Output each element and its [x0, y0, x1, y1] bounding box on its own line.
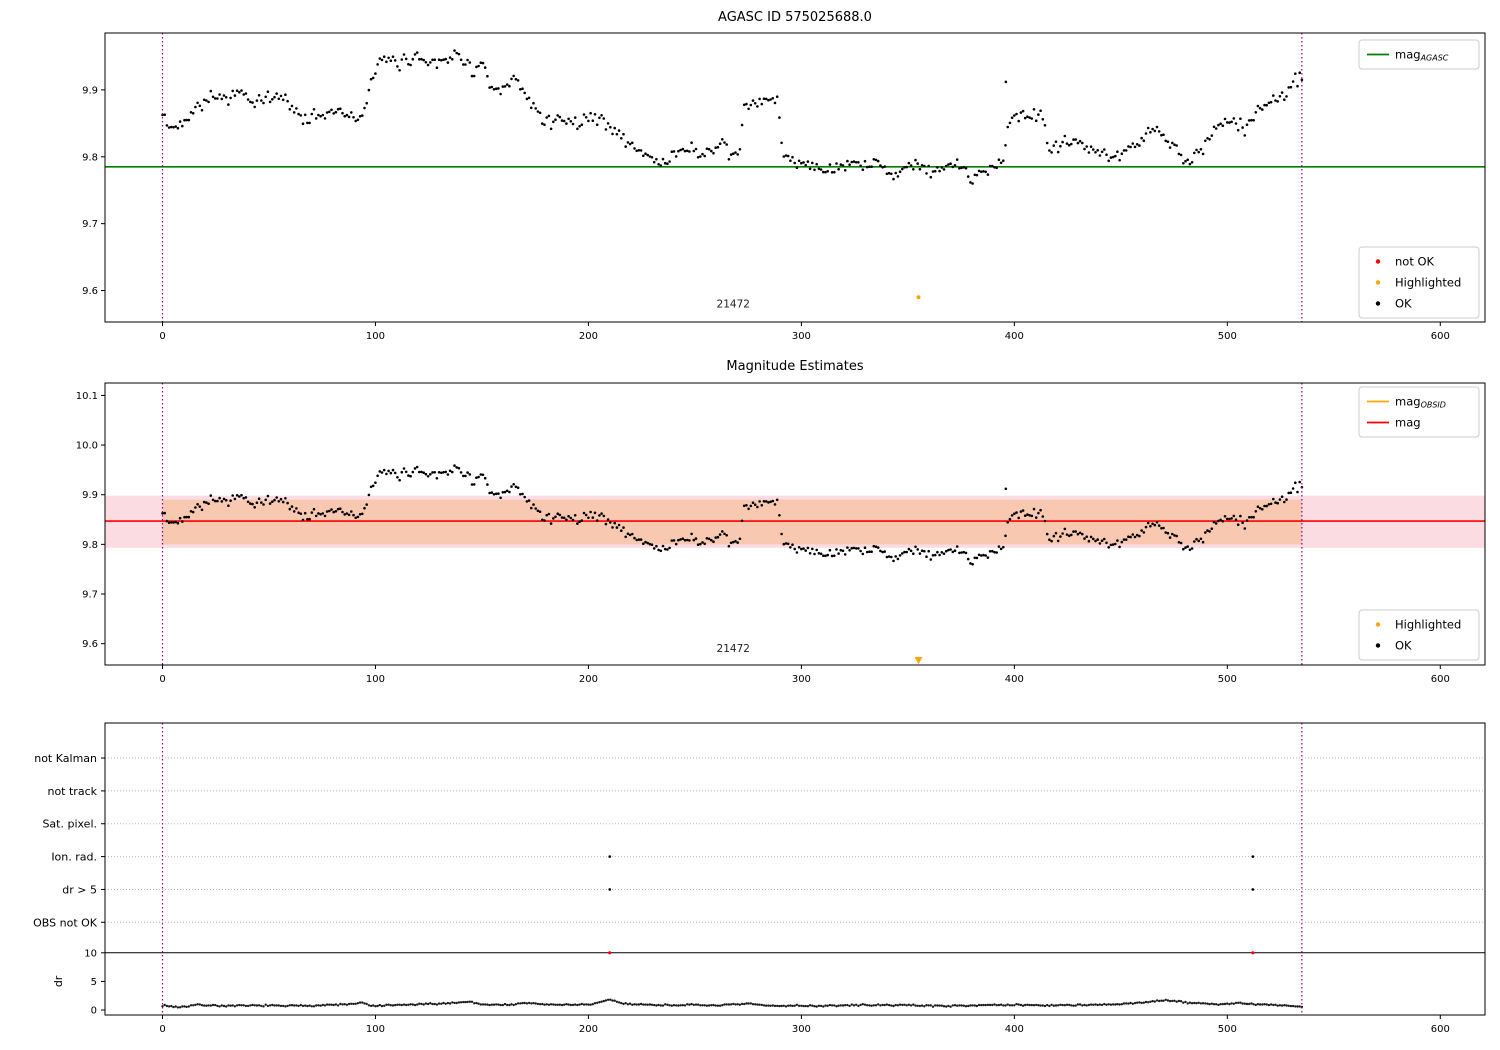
x-tick-label: 400 — [1005, 331, 1024, 342]
axes-frame — [104, 32, 1486, 323]
not-ok-point — [1251, 951, 1255, 955]
mag-uncertainty-band-inner — [162, 499, 1302, 545]
x-tick-label: 600 — [1431, 331, 1450, 342]
obsid-annotation: 21472 — [717, 298, 750, 310]
x-tick-label: 500 — [1218, 331, 1237, 342]
legend-points-box — [1358, 246, 1480, 319]
y-tick-label: 10.0 — [76, 441, 98, 452]
x-tick-label: 100 — [366, 674, 385, 685]
not-ok-point — [608, 951, 612, 955]
magnitude-plot-1: 21472 0 100 200 300 400 500 600 9.6 9.7 9.8 9.9 10.0… — [76, 382, 1486, 685]
legend-label: Highlighted — [1395, 276, 1461, 290]
x-tick-label: 300 — [792, 674, 811, 685]
x-tick-label: 400 — [1005, 1024, 1024, 1035]
legend-marker-dot — [1375, 280, 1381, 285]
ok-outlier-point — [1004, 487, 1008, 491]
dr-tick-label: 10 — [84, 948, 97, 959]
legend-label: OK — [1395, 297, 1412, 311]
highlighted-point — [914, 657, 923, 665]
ok-scatter-points — [161, 49, 1304, 185]
x-tick-label: 500 — [1218, 674, 1237, 685]
x-tick-label: 600 — [1431, 674, 1450, 685]
legend-label: not OK — [1395, 255, 1435, 269]
x-tick-label: 100 — [366, 1024, 385, 1035]
flag-category-label: Ion. rad. — [51, 851, 97, 864]
x-tick-label: 200 — [579, 1024, 598, 1035]
dr-tick-label: 5 — [91, 977, 97, 988]
ok-outlier-point — [1004, 80, 1008, 84]
x-tick-label: 200 — [579, 331, 598, 342]
legend-label: OK — [1395, 639, 1412, 653]
highlighted-point — [916, 295, 921, 300]
dr-tick-label: 0 — [91, 1006, 97, 1017]
flag-category-label: Sat. pixel. — [42, 818, 97, 831]
x-tick-label: 600 — [1431, 1024, 1450, 1035]
obsid-annotation: 21472 — [717, 643, 750, 655]
x-tick-label: 0 — [159, 1024, 165, 1035]
ok-scatter-points — [161, 464, 1304, 566]
plot-title-mag-estimates: Magnitude Estimates — [726, 359, 864, 374]
y-tick-label: 9.6 — [82, 286, 98, 297]
legend-marker-dot — [1375, 622, 1381, 627]
magnitude-plot-0: 21472 0 100 200 300 400 500 600 9.6 9.7 9.8 9.9 magA… — [82, 32, 1486, 342]
y-tick-label: 9.7 — [82, 219, 98, 230]
flag-category-label: not track — [47, 785, 97, 798]
x-tick-label: 400 — [1005, 674, 1024, 685]
legend-lines-box — [1358, 39, 1480, 70]
dr-scatter-points — [161, 998, 1304, 1009]
legend-points-box — [1358, 609, 1480, 661]
x-tick-label: 200 — [579, 674, 598, 685]
x-tick-label: 300 — [792, 1024, 811, 1035]
y-tick-label: 9.9 — [82, 490, 98, 501]
x-tick-label: 0 — [159, 674, 165, 685]
legend-lines-box — [1358, 386, 1480, 438]
flag-category-label: dr > 5 — [62, 883, 97, 896]
flag-point — [1251, 855, 1255, 858]
x-tick-label: 100 — [366, 331, 385, 342]
y-tick-label: 9.9 — [82, 85, 98, 96]
flag-point — [608, 888, 612, 891]
y-tick-label: 9.7 — [82, 590, 98, 601]
legend-label: magAGASC — [1395, 48, 1449, 63]
flag-points — [608, 855, 1255, 891]
flag-point — [608, 855, 612, 858]
legend-label: magOBSID — [1395, 395, 1446, 410]
x-tick-label: 0 — [159, 331, 165, 342]
flag-category-label: not Kalman — [34, 752, 97, 765]
legend-marker-dot — [1375, 259, 1381, 264]
legend-marker-dot — [1375, 301, 1381, 306]
y-tick-label: 9.6 — [82, 639, 98, 650]
axes-frame — [104, 382, 1486, 666]
legend-marker-dot — [1375, 643, 1381, 648]
x-tick-label: 500 — [1218, 1024, 1237, 1035]
legend-label: mag — [1395, 416, 1421, 430]
flag-category-label: OBS not OK — [33, 916, 98, 929]
flag-point — [1251, 888, 1255, 891]
plot-title-agasc: AGASC ID 575025688.0 — [718, 10, 872, 25]
x-tick-label: 300 — [792, 331, 811, 342]
axes-frame — [104, 722, 1486, 1016]
dr-axis-label: dr — [52, 975, 65, 987]
legend-label: Highlighted — [1395, 618, 1461, 632]
y-tick-label: 9.8 — [82, 152, 98, 163]
y-tick-label: 10.1 — [76, 391, 98, 402]
y-tick-label: 9.8 — [82, 540, 98, 551]
flags-dr-plot: not Kalman not track Sat. pixel. Ion. rad. d… — [33, 722, 1486, 1035]
